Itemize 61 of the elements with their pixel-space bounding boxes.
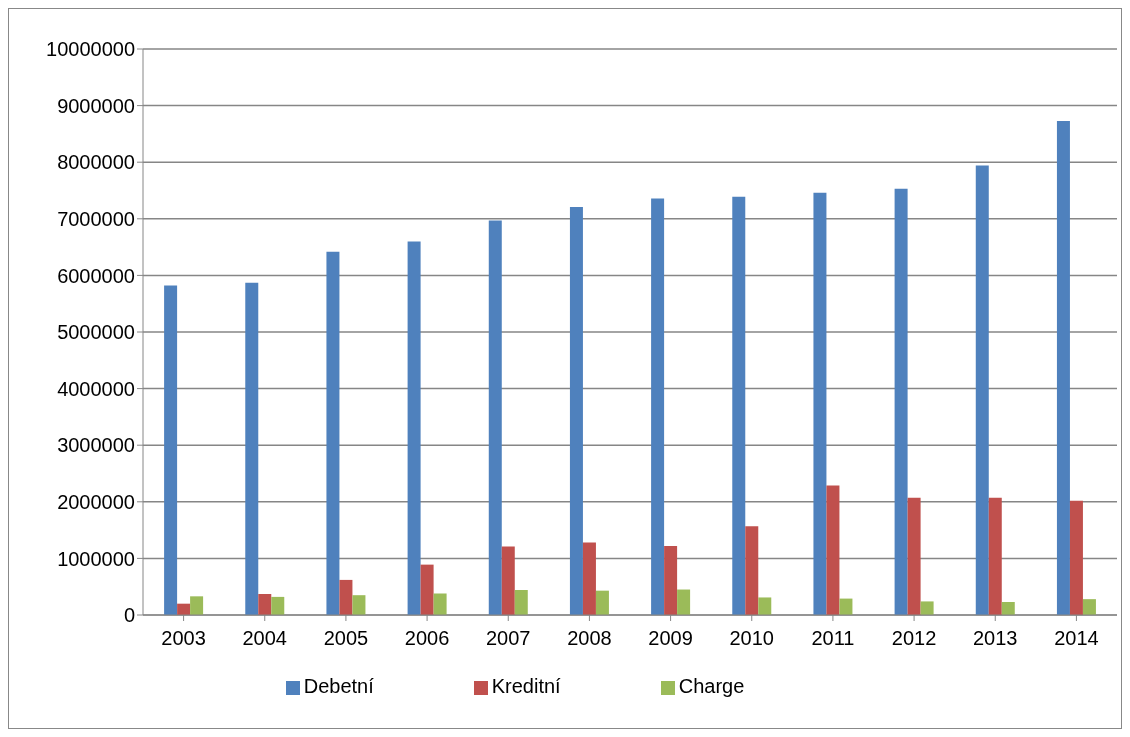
bar (488, 220, 502, 615)
x-tick-label: 2006 (404, 627, 450, 650)
bar (839, 598, 853, 615)
bar (339, 579, 353, 615)
x-tick-label: 2012 (891, 627, 937, 650)
y-tick-label: 0 (123, 604, 135, 627)
y-tick-label: 9000000 (57, 94, 135, 117)
bar (745, 526, 759, 615)
bar (920, 601, 934, 615)
bar (813, 192, 827, 615)
bar (664, 545, 678, 615)
bar (595, 590, 609, 615)
bar (1001, 601, 1015, 615)
y-tick-label: 10000000 (46, 38, 135, 61)
bar (352, 595, 366, 615)
x-tick-label: 2007 (486, 627, 531, 650)
x-tick-label: 2010 (729, 627, 774, 650)
bar (569, 206, 583, 615)
bar (582, 542, 596, 615)
bar (651, 198, 665, 615)
x-tick-label: 2013 (973, 627, 1018, 650)
y-tick-label: 3000000 (57, 434, 135, 457)
y-tick-label: 2000000 (57, 490, 135, 513)
x-tick-label: 2008 (567, 627, 612, 650)
bar (894, 188, 908, 615)
bar (758, 597, 772, 615)
bar (258, 594, 272, 615)
bar (433, 593, 447, 615)
y-tick-label: 5000000 (57, 321, 135, 344)
y-tick-label: 8000000 (57, 151, 135, 174)
bar (732, 196, 746, 615)
bar (245, 282, 259, 615)
y-tick-label: 7000000 (57, 207, 135, 230)
bar (501, 546, 515, 615)
y-tick-label: 6000000 (57, 264, 135, 287)
bar (988, 497, 1002, 615)
bar (907, 497, 921, 615)
x-tick-label: 2005 (323, 627, 369, 650)
x-tick-label: 2004 (242, 627, 287, 650)
bar (514, 590, 528, 615)
x-tick-label: 2003 (161, 627, 206, 650)
bar (420, 564, 434, 615)
bar (1082, 599, 1096, 615)
x-tick-label: 2009 (648, 627, 693, 650)
bar (826, 485, 840, 615)
bar (326, 251, 340, 615)
y-tick-label: 1000000 (57, 547, 135, 570)
legend-label: Debetní (303, 675, 374, 697)
x-tick-label: 2014 (1054, 627, 1099, 650)
legend-label: Charge (678, 675, 745, 697)
bar (190, 596, 204, 615)
y-tick-label: 4000000 (57, 377, 135, 400)
bar (1056, 120, 1070, 615)
bar (975, 165, 989, 615)
bar (677, 589, 691, 615)
bar (1069, 500, 1083, 615)
x-tick-label: 2011 (811, 627, 855, 650)
bar (164, 285, 178, 615)
bar (271, 596, 285, 615)
legend-label: Kreditní (491, 675, 561, 697)
bar (407, 241, 421, 615)
